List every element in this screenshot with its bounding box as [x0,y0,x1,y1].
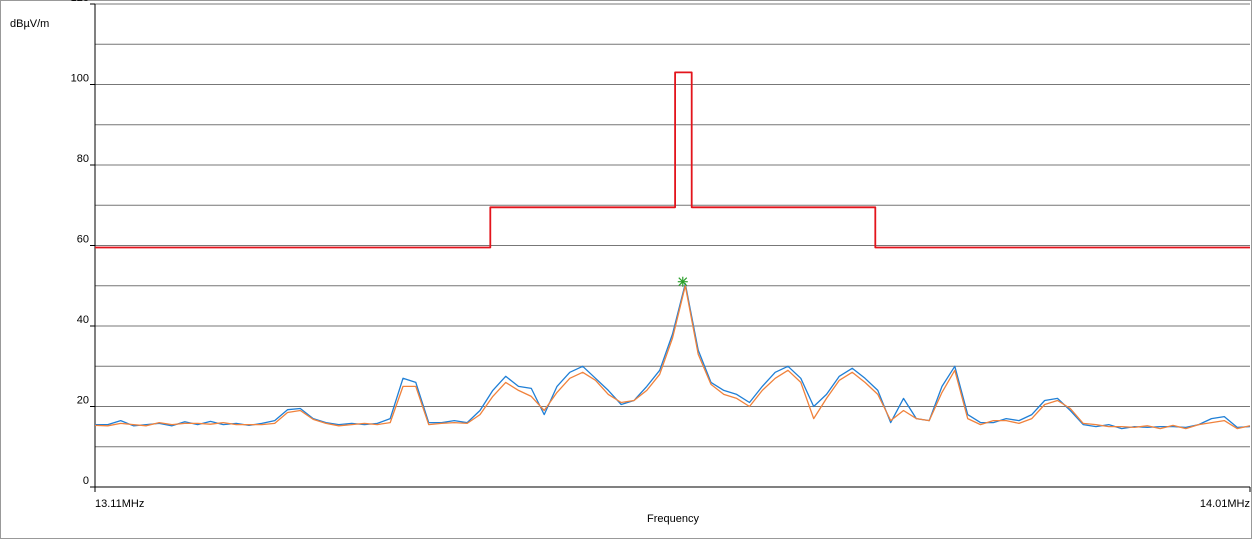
y-tick-label: 40 [77,314,89,326]
limit-line [95,71,1250,249]
y-tick-label: 0 [83,475,89,487]
y-tick-label: 80 [77,153,89,165]
y-tick-label: 20 [77,394,89,406]
y-tick-label: 60 [77,233,89,245]
x-tick-label: 14.01MHz [1200,498,1250,510]
x-tick-label: 13.11MHz [95,498,144,510]
y-tick-label: 120 [71,0,89,4]
trace-line [95,283,1251,430]
y-unit: dBµV/m [10,18,49,30]
x-axis-title: Frequency [647,513,699,525]
peak-marker [677,276,688,287]
y-tick-label: 100 [71,72,89,84]
trace-line [94,285,1251,430]
